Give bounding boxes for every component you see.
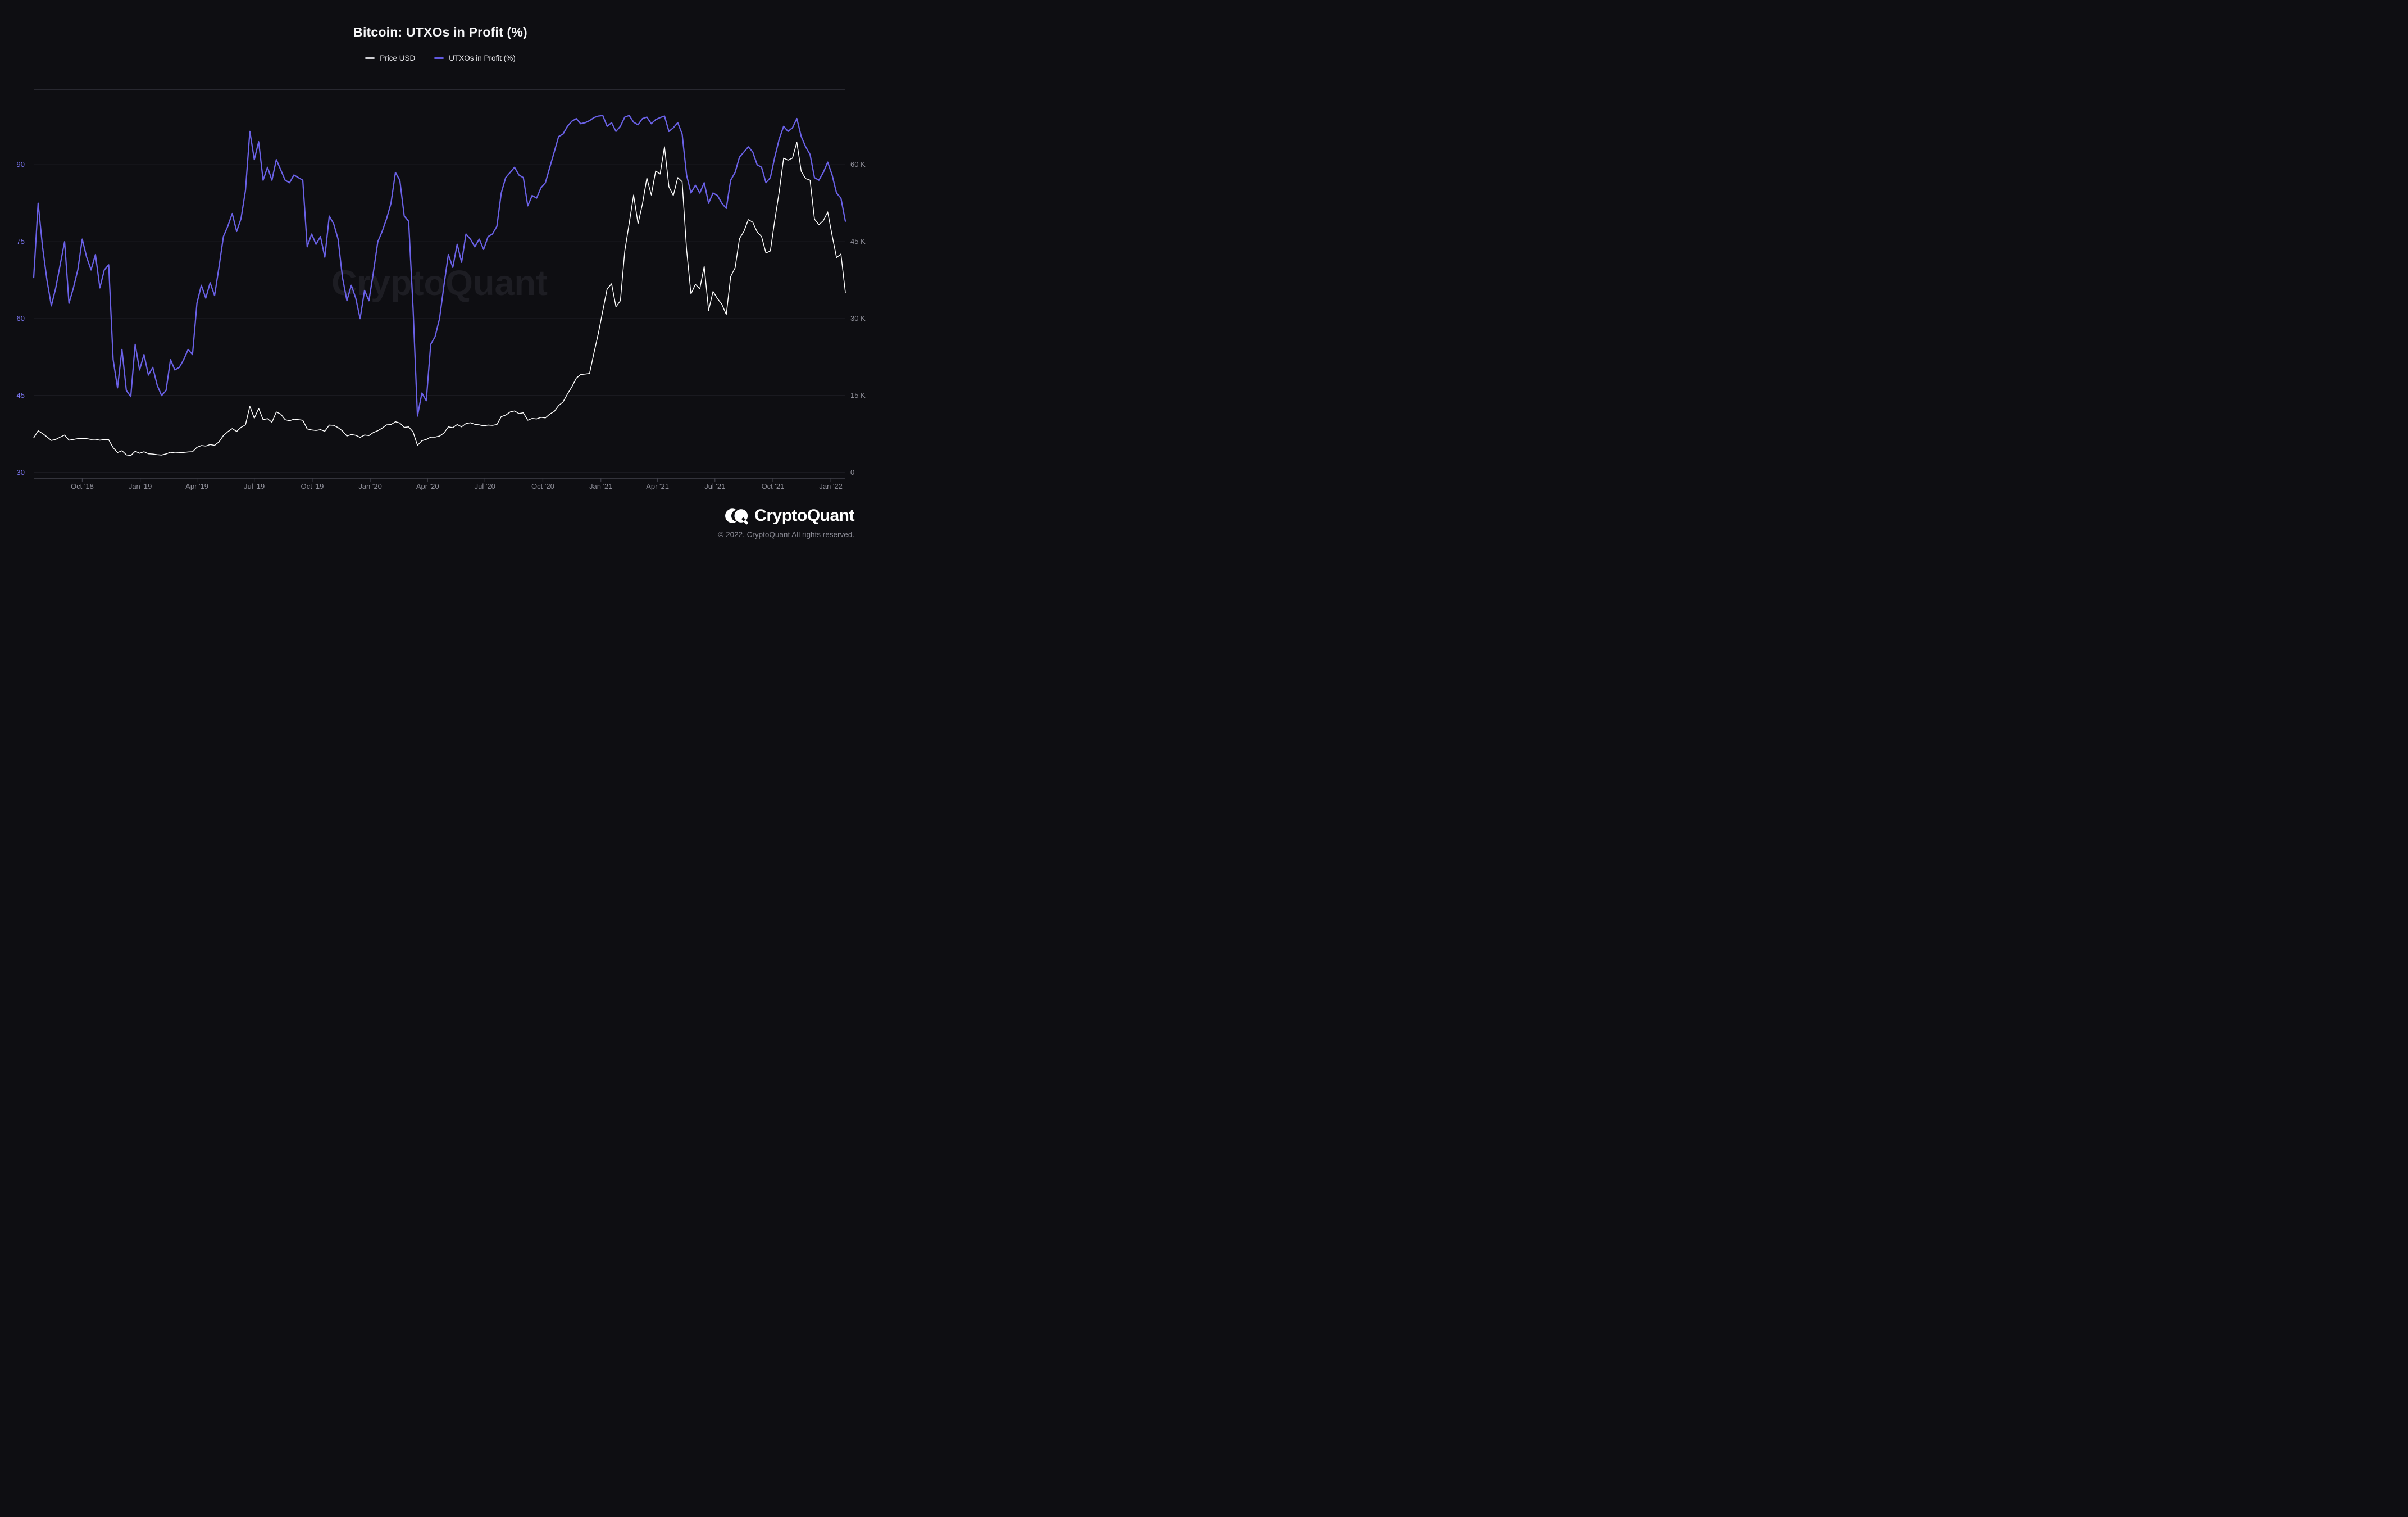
y-axis-right-label-0: 0 — [850, 467, 855, 476]
utxo-line — [33, 115, 846, 417]
x-axis-label: Jan '20 — [358, 482, 382, 490]
chart-page: Bitcoin: UTXOs in Profit (%) Price USD U… — [0, 0, 881, 555]
y-axis-left-label-75: 75 — [16, 237, 25, 246]
x-axis-label: Jan '22 — [819, 482, 843, 490]
y-axis-right-label-60K: 60 K — [850, 160, 866, 169]
legend-label-price: Price USD — [380, 54, 416, 62]
x-axis-label: Apr '20 — [416, 482, 439, 490]
price-line — [33, 142, 846, 456]
x-axis-label: Oct '21 — [761, 482, 785, 490]
y-axis-right-label-15K: 15 K — [850, 391, 866, 400]
page-title: Bitcoin: UTXOs in Profit (%) — [353, 25, 527, 39]
y-axis-left-label-45: 45 — [16, 391, 25, 400]
price-line-swatch-icon — [365, 57, 375, 59]
x-axis-label: Jul '21 — [704, 482, 726, 490]
x-axis-label: Jan '21 — [589, 482, 613, 490]
cryptoquant-wordmark: CryptoQuant — [754, 506, 854, 525]
cryptoquant-logo-icon — [725, 508, 749, 525]
footer: CryptoQuant © 2022. CryptoQuant All righ… — [718, 505, 854, 539]
x-axis-label: Oct '20 — [531, 482, 554, 490]
x-axis-label: Apr '21 — [646, 482, 670, 490]
x-axis-label: Oct '18 — [71, 482, 94, 490]
legend-item-utxo[interactable]: UTXOs in Profit (%) — [434, 54, 516, 62]
utxo-line-swatch-icon — [434, 57, 444, 59]
x-axis-label: Jul '19 — [244, 482, 265, 490]
y-axis-right-label-30K: 30 K — [850, 314, 866, 323]
plot-area[interactable]: CryptoQuant 90 75 60 45 30 60 K 45 K 30 K 15 K 0 O… — [0, 0, 881, 555]
cryptoquant-logo[interactable]: CryptoQuant — [718, 505, 854, 527]
y-axis-left-label-60: 60 — [16, 314, 25, 323]
legend-item-price[interactable]: Price USD — [365, 54, 415, 62]
copyright-text: © 2022. CryptoQuant All rights reserved. — [718, 530, 854, 539]
x-axis-label: Jul '20 — [474, 482, 495, 490]
legend-label-utxo: UTXOs in Profit (%) — [449, 54, 516, 62]
legend: Price USD UTXOs in Profit (%) — [0, 54, 881, 62]
x-axis-label: Oct '19 — [301, 482, 324, 490]
chart-canvas[interactable] — [0, 0, 881, 555]
y-axis-left-label-90: 90 — [16, 160, 25, 169]
x-axis-label: Apr '19 — [185, 482, 208, 490]
x-axis-label: Jan '19 — [128, 482, 152, 490]
y-axis-right-label-45K: 45 K — [850, 237, 866, 246]
y-axis-left-label-30: 30 — [16, 467, 25, 476]
